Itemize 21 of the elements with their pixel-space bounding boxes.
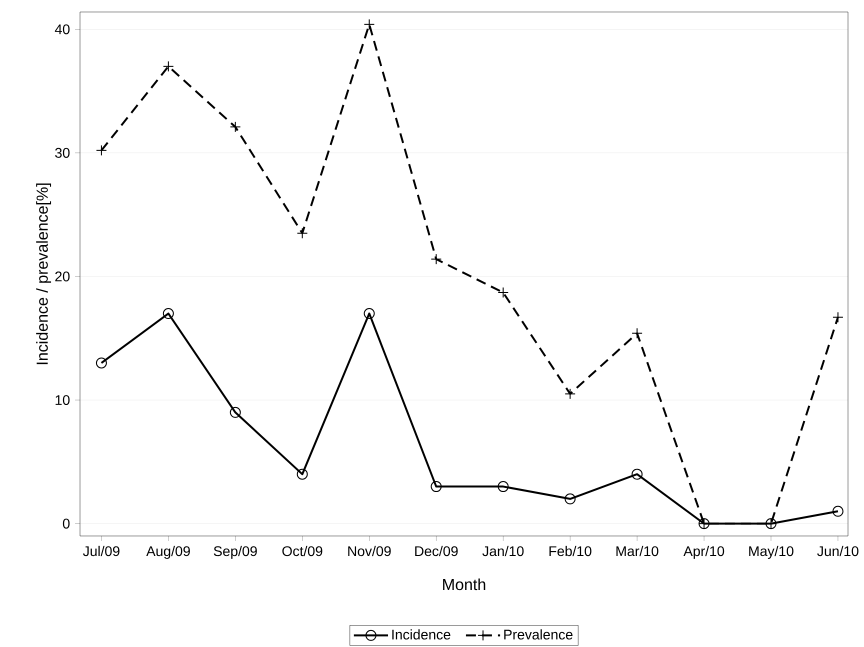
y-axis-title: Incidence / prevalence[%] [36, 184, 52, 364]
y-tick-label: 20 [55, 271, 70, 282]
x-tick-label: Sep/09 [214, 546, 257, 559]
x-tick-label: Oct/09 [282, 546, 322, 556]
y-tick-label: 30 [55, 148, 70, 158]
y-tick-label: 40 [54, 24, 70, 34]
x-tick-label: Jun/10 [817, 546, 858, 556]
x-tick-label: Apr/10 [683, 546, 724, 559]
y-tick-label: 10 [56, 395, 70, 406]
x-tick-label: Jul/09 [82, 546, 120, 556]
legend-label: Prevalence [504, 629, 572, 640]
x-tick-label: Mar/10 [616, 546, 658, 556]
x-tick-label: May/10 [749, 546, 794, 559]
x-tick-label: Aug/09 [146, 546, 190, 559]
x-axis-title: Month [443, 578, 486, 590]
x-tick-label: Dec/09 [415, 546, 458, 556]
x-tick-label: Nov/09 [348, 546, 391, 556]
x-tick-label: Feb/10 [549, 546, 592, 556]
x-tick-label: Jan/10 [482, 546, 524, 556]
legend-label: Incidence [392, 629, 450, 640]
y-tick-label: 0 [62, 518, 70, 529]
